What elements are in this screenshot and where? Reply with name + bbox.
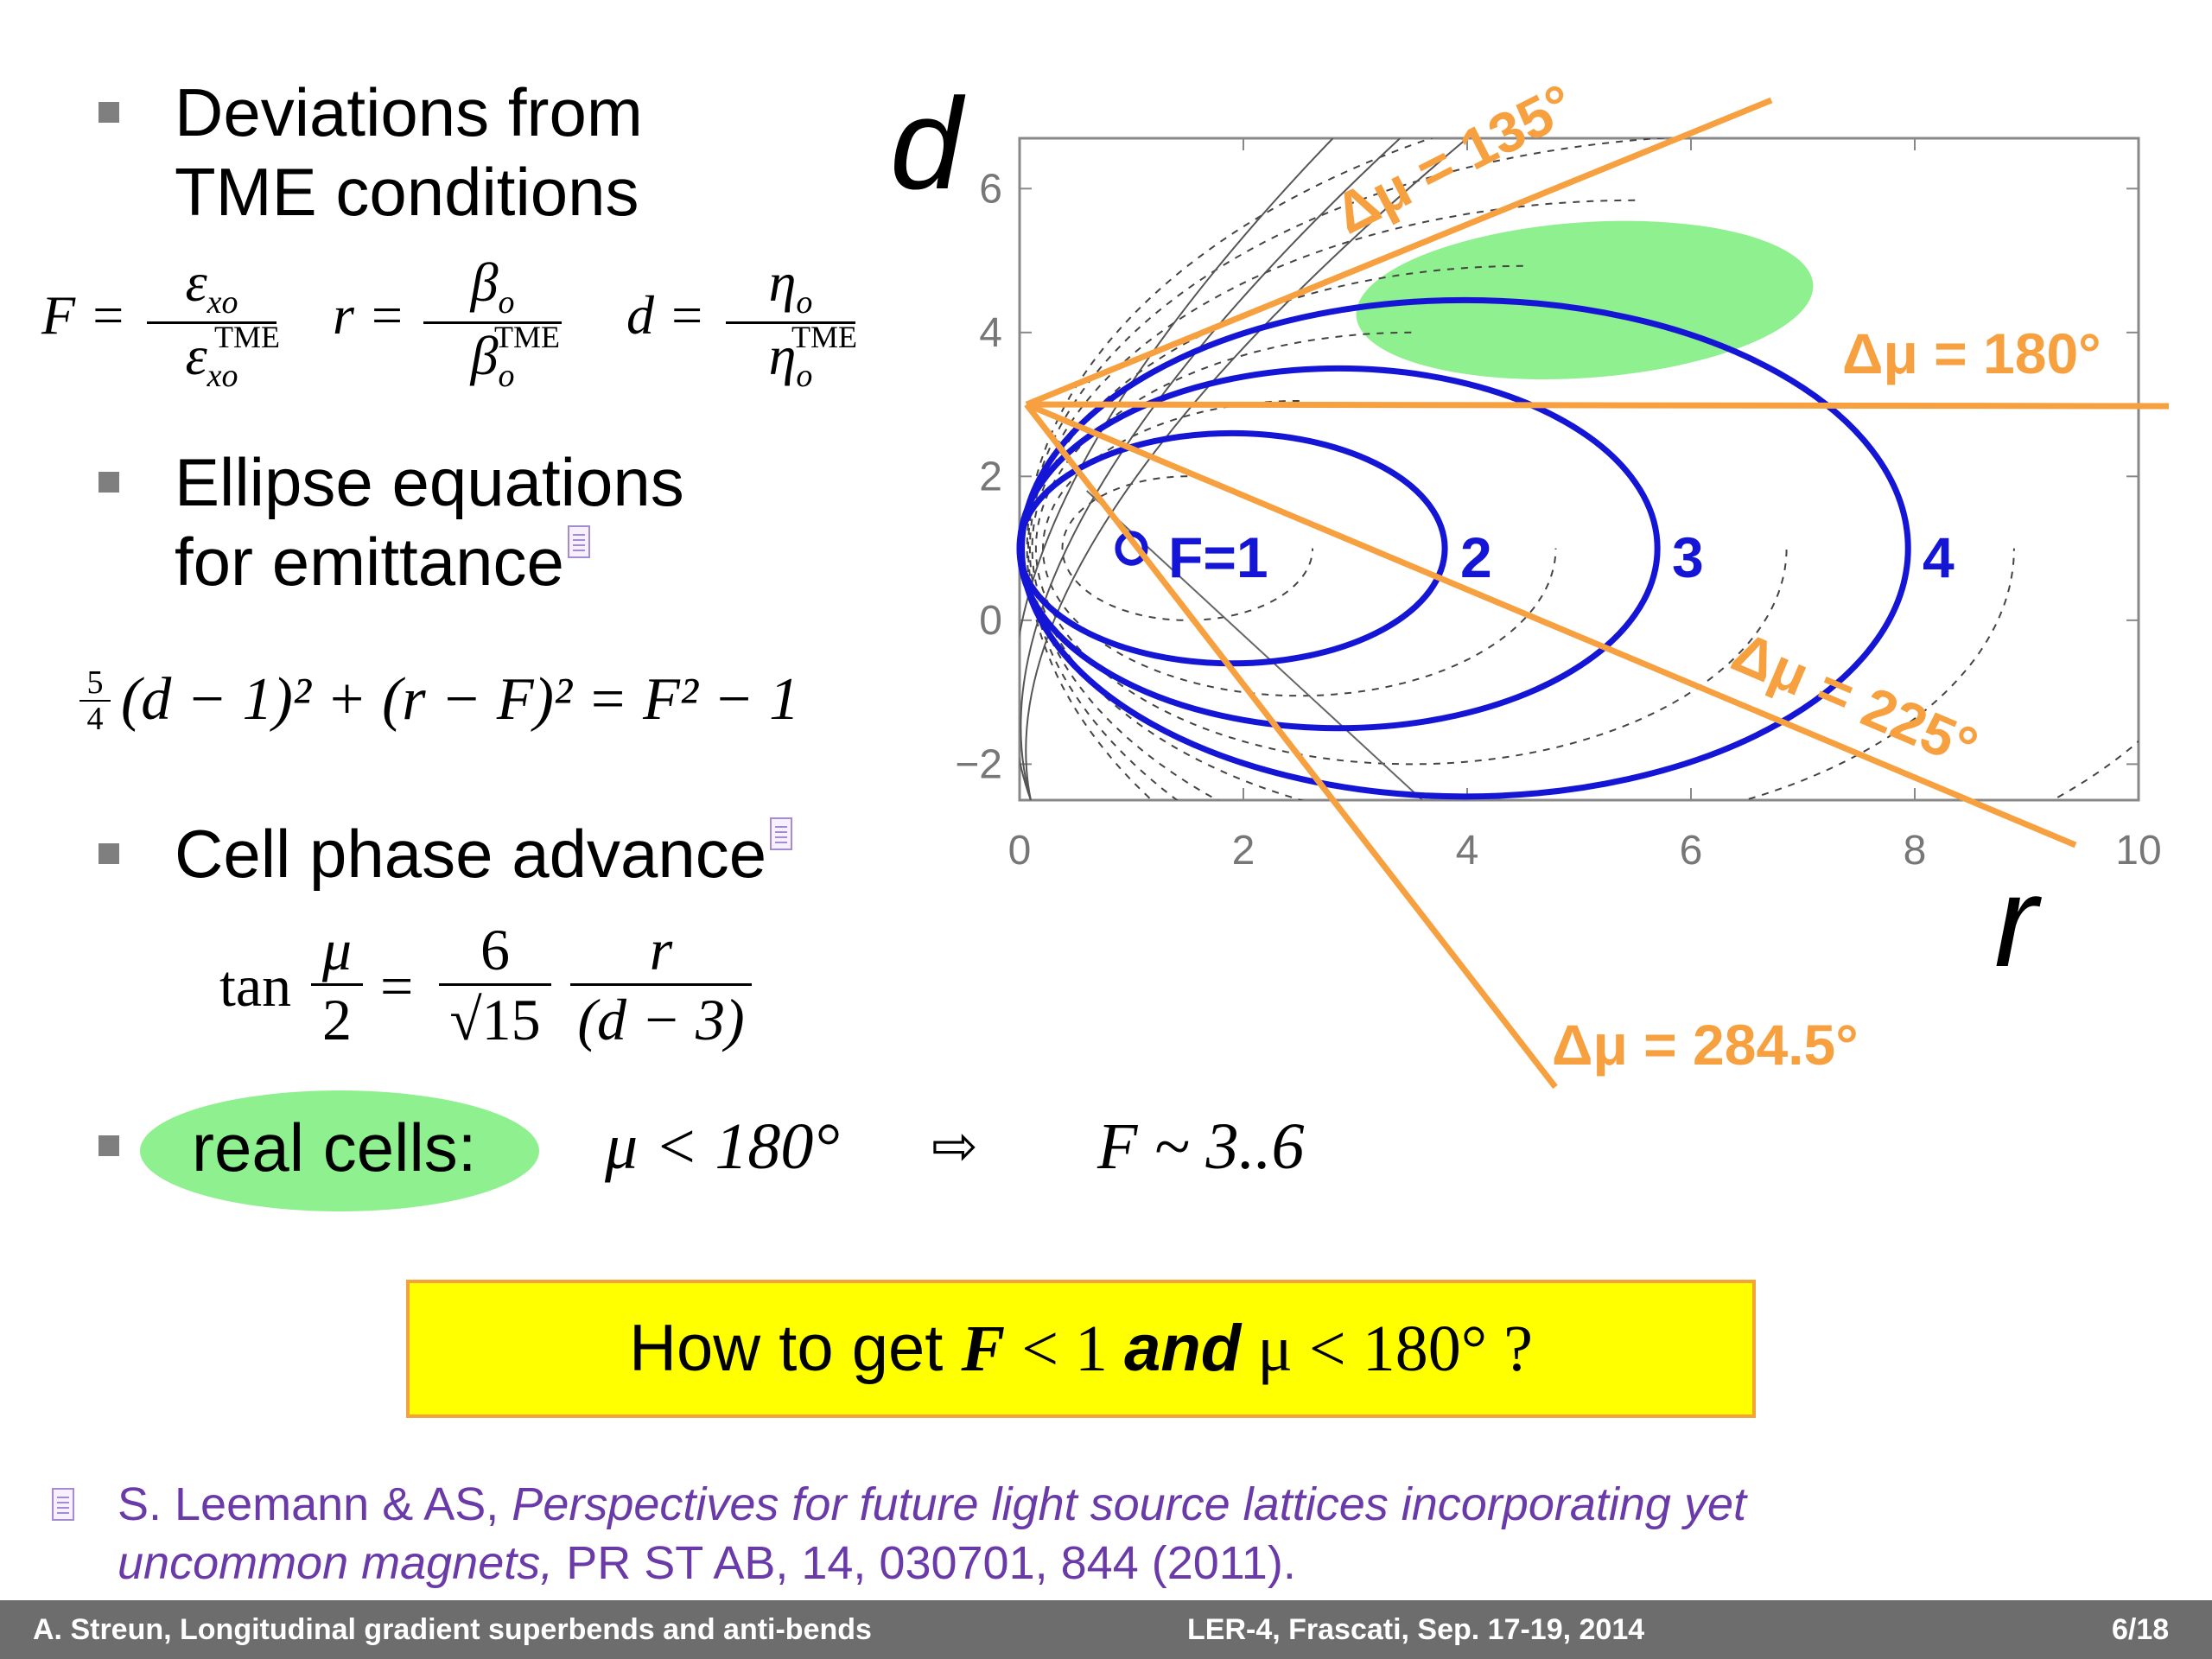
F-range: F ~ 3..6 [1097, 1110, 1305, 1183]
y-axis-label: d [890, 71, 966, 216]
x-tick-label: 6 [1680, 828, 1703, 874]
six-over-sqrt15: 6 √15 [439, 916, 551, 1053]
background-ellipse-curve [1041, 400, 1557, 697]
real-cells-highlight [140, 1090, 539, 1211]
d-fraction: ηo ηo TME [726, 251, 857, 395]
background-ellipse-curve [1061, 475, 1313, 621]
F-fraction: εxo εxo TME [147, 251, 280, 395]
x-tick-label: 8 [1904, 828, 1927, 874]
y-tick-label: −2 [955, 741, 1002, 787]
r-lhs: r = [333, 284, 406, 346]
phase-line-180 [1026, 401, 2170, 410]
x-tick-label: 10 [2115, 828, 2161, 874]
phase-label: Δμ = 284.5° [1552, 1013, 1859, 1077]
bullet-ellipse-line2: for emittance [175, 522, 590, 601]
ellipse-label: 3 [1672, 525, 1704, 589]
background-ellipse-curve [1034, 331, 1788, 766]
reference-line1: S. Leemann & AS, Perspectives for future… [118, 1478, 1746, 1530]
chart-ellipses [1016, 296, 1911, 800]
boundary-curve [1025, 138, 1468, 800]
bullet-real-cells: real cells: [192, 1109, 477, 1185]
ellipse-equation: (d − 1)² + (r − F)² = F² − 1 [121, 666, 800, 733]
x-tick-label: 2 [1232, 828, 1255, 874]
d-lhs: d = [626, 284, 706, 346]
reference-note-icon[interactable] [52, 1488, 74, 1521]
x-tick-label: 4 [1456, 828, 1479, 874]
background-ellipse-curve [1028, 199, 2139, 800]
footer-bar: A. Streun, Longitudinal gradient superbe… [0, 1600, 2212, 1659]
y-tick-label: 0 [979, 598, 1002, 644]
note-icon[interactable] [770, 817, 793, 850]
x-tick-label: 0 [1008, 828, 1032, 874]
note-icon[interactable] [567, 525, 590, 558]
phase-label: Δμ = 180° [1842, 321, 2101, 385]
tan-label: tan [219, 953, 292, 1019]
bullet-marker [99, 843, 119, 864]
footer-left: A. Streun, Longitudinal gradient superbe… [33, 1613, 872, 1646]
boundary-curve [1020, 138, 1334, 800]
bullet-phase-advance: Cell phase advance [175, 814, 793, 893]
phase-label: Δμ = 135° [1325, 72, 1584, 246]
background-ellipse-curve [1031, 264, 2015, 800]
y-tick-label: 4 [979, 310, 1002, 356]
bullet-deviations-line2: TME conditions [175, 154, 639, 230]
mu-condition: μ < 180° [605, 1110, 840, 1183]
tan-equals: = [380, 953, 414, 1019]
bullet-deviations-line1: Deviations from [175, 74, 643, 150]
y-tick-label: 6 [979, 166, 1002, 212]
r-fraction: βo βo TME [423, 251, 562, 395]
question-box: How to get F < 1 and μ < 180° ? [406, 1280, 1756, 1418]
chart-phase-lines [1024, 97, 2170, 1090]
ellipse-label: 4 [1923, 525, 1955, 589]
ellipse-label: F=1 [1168, 525, 1268, 589]
bullet-ellipse-line1: Ellipse equations [175, 444, 684, 520]
F-lhs: F = [41, 284, 127, 346]
implies-arrow: ⇨ [931, 1115, 978, 1179]
ellipse-coef-fraction: 5 4 [79, 665, 111, 736]
reference-line2: uncommon magnets, PR ST AB, 14, 030701, … [118, 1537, 1296, 1589]
footer-right: 6/18 [2112, 1613, 2170, 1646]
ellipse-label: 2 [1460, 525, 1492, 589]
bullet-marker [99, 102, 119, 123]
boundary-curve [1020, 138, 1401, 800]
plot-frame [1018, 137, 2140, 802]
background-ellipse-curve [1027, 138, 1671, 800]
bullet-marker [99, 1135, 119, 1156]
phase-line-135 [1025, 97, 1773, 408]
background-ellipse-curve [1026, 138, 1434, 800]
r-over-d-minus-3: r (d − 3) [570, 916, 752, 1053]
phase-line-225 [1025, 401, 2077, 849]
footer-center: LER-4, Frascati, Sep. 17-19, 2014 [1187, 1613, 1645, 1646]
bullet-marker [99, 472, 119, 493]
ellipse-F4 [1019, 296, 1911, 800]
ellipse-F1 [1115, 531, 1148, 566]
x-axis-label: r [1994, 849, 2042, 994]
phase-line-284.5 [1024, 402, 1558, 1090]
tan-fraction: μ 2 [311, 916, 363, 1053]
y-tick-label: 2 [979, 454, 1002, 499]
